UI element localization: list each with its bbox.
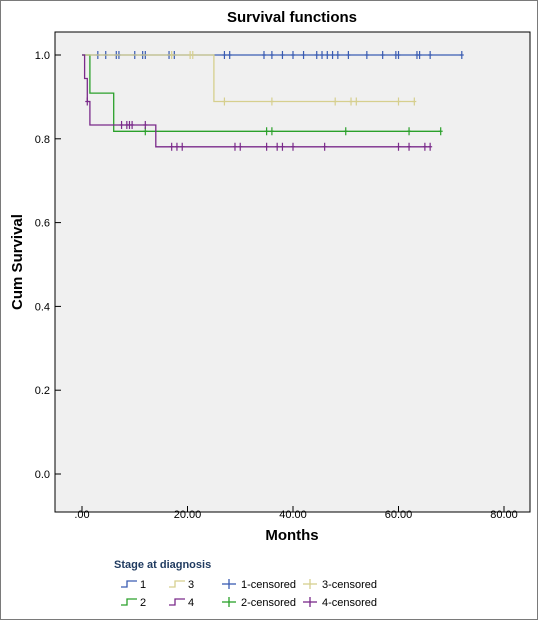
legend-label-3: 3	[188, 579, 194, 591]
legend-label-1: 1	[140, 579, 146, 591]
legend-censored-label-2: 2-censored	[241, 597, 296, 609]
x-tick-label: 60.00	[385, 509, 413, 521]
y-tick-label: 0.8	[35, 134, 50, 146]
y-tick-label: 0.4	[35, 301, 50, 313]
y-axis-label: Cum Survival	[9, 214, 26, 310]
y-tick-label: 0.6	[35, 218, 50, 230]
legend-label-2: 2	[140, 597, 146, 609]
legend-label-4: 4	[188, 597, 194, 609]
chart-title: Survival functions	[227, 9, 357, 26]
x-tick-label: 20.00	[174, 509, 202, 521]
series-3-curve	[82, 54, 415, 103]
y-tick-label: 0.0	[35, 469, 50, 481]
legend-censored-label-3: 3-censored	[322, 579, 377, 591]
x-axis-label: Months	[265, 527, 318, 544]
legend-swatch-3	[169, 580, 185, 588]
legend-swatch-1	[121, 580, 137, 588]
y-tick-label: 1.0	[35, 50, 50, 62]
x-tick-label: 40.00	[279, 509, 307, 521]
legend-title: Stage at diagnosis	[114, 559, 211, 571]
series-layer	[82, 51, 464, 151]
y-tick-label: 0.2	[35, 385, 50, 397]
legend-swatch-4	[169, 598, 185, 606]
axes-layer: 0.0 0.2 0.4 0.6 0.8 1.0 .00 20.00 40.00 60.00 80.0…	[35, 50, 518, 521]
legend-censored-label-1: 1-censored	[241, 579, 296, 591]
x-tick-label: 80.00	[490, 509, 518, 521]
legend-swatch-2	[121, 598, 137, 606]
legend-censored-label-4: 4-censored	[322, 597, 377, 609]
plot-area	[54, 31, 531, 513]
x-tick-label: .00	[74, 509, 89, 521]
legend: Stage at diagnosis 1 3 2 4 1-censored 3-censo…	[114, 559, 377, 609]
